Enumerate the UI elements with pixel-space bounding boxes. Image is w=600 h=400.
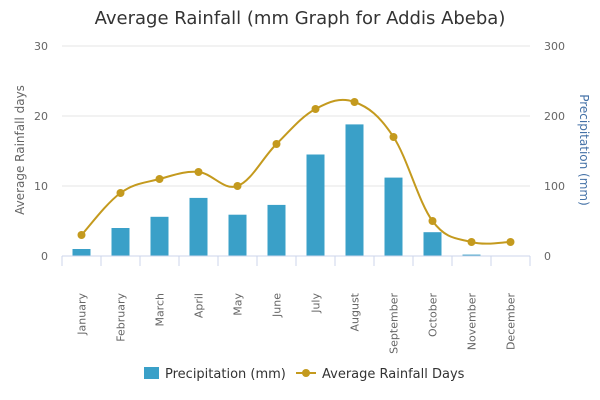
precipitation-bar[interactable] bbox=[462, 254, 481, 256]
y-left-tick-label: 20 bbox=[34, 110, 48, 123]
rainfall-days-line bbox=[77, 98, 515, 246]
y-axis-right: 0 100 200 300 bbox=[544, 40, 565, 263]
x-tick-label: February bbox=[115, 293, 128, 342]
x-tick-label: June bbox=[271, 293, 284, 318]
y-right-tick-label: 200 bbox=[544, 110, 565, 123]
precipitation-bar[interactable] bbox=[267, 204, 286, 256]
rainfall-days-point[interactable] bbox=[77, 231, 86, 239]
legend-precipitation-swatch[interactable] bbox=[144, 367, 159, 379]
rainfall-days-point[interactable] bbox=[389, 133, 398, 141]
rainfall-days-point[interactable] bbox=[467, 238, 476, 246]
legend-rainfall-days-swatch-marker[interactable] bbox=[302, 369, 310, 377]
x-tick-label: August bbox=[349, 292, 362, 331]
y-left-tick-label: 10 bbox=[34, 180, 48, 193]
y-axis-left-label: Average Rainfall days bbox=[13, 85, 27, 215]
rainfall-days-point[interactable] bbox=[350, 98, 359, 106]
x-tick-label: July bbox=[310, 293, 323, 314]
precipitation-bars bbox=[72, 124, 481, 257]
rainfall-days-point[interactable] bbox=[155, 175, 164, 183]
precipitation-bar[interactable] bbox=[306, 154, 325, 257]
rainfall-days-point[interactable] bbox=[311, 105, 320, 113]
x-tick-label: April bbox=[193, 293, 206, 318]
x-tick-label: September bbox=[388, 293, 401, 354]
rainfall-days-point[interactable] bbox=[428, 217, 437, 225]
legend-rainfall-days-label[interactable]: Average Rainfall Days bbox=[322, 367, 465, 382]
y-left-tick-label: 0 bbox=[41, 250, 48, 263]
precipitation-bar[interactable] bbox=[111, 228, 130, 256]
legend: Precipitation (mm) Average Rainfall Days bbox=[144, 367, 465, 382]
precipitation-bar[interactable] bbox=[189, 197, 208, 256]
x-tick-label: October bbox=[427, 293, 440, 337]
precipitation-bar[interactable] bbox=[228, 214, 247, 256]
precipitation-bar[interactable] bbox=[72, 249, 91, 256]
x-axis: January February March April May June July Augu… bbox=[61, 255, 531, 354]
rainfall-days-point[interactable] bbox=[194, 168, 203, 176]
x-tick-label: March bbox=[154, 293, 167, 327]
rainfall-days-point[interactable] bbox=[272, 140, 281, 148]
x-tick-label: November bbox=[466, 293, 479, 351]
rainfall-days-point[interactable] bbox=[116, 189, 125, 197]
precipitation-bar[interactable] bbox=[345, 124, 364, 257]
gridlines bbox=[62, 45, 530, 187]
x-tick-label: December bbox=[505, 293, 518, 351]
y-axis-left: 0 10 20 30 bbox=[34, 40, 48, 263]
rainfall-days-point[interactable] bbox=[506, 238, 515, 246]
chart-title: Average Rainfall (mm Graph for Addis Abe… bbox=[95, 8, 506, 29]
y-axis-right-label: Precipitation (mm) bbox=[577, 94, 591, 206]
y-right-tick-label: 300 bbox=[544, 40, 565, 53]
y-right-tick-label: 100 bbox=[544, 180, 565, 193]
x-tick-label: May bbox=[232, 293, 245, 316]
precipitation-bar[interactable] bbox=[150, 216, 169, 256]
y-left-tick-label: 30 bbox=[34, 40, 48, 53]
precipitation-bar[interactable] bbox=[384, 177, 403, 256]
rainfall-days-line-path bbox=[80, 98, 511, 245]
y-right-tick-label: 0 bbox=[544, 250, 551, 263]
x-tick-label: January bbox=[76, 293, 89, 336]
legend-precipitation-label[interactable]: Precipitation (mm) bbox=[165, 367, 286, 382]
precipitation-bar[interactable] bbox=[423, 232, 442, 256]
rainfall-days-point[interactable] bbox=[233, 182, 242, 190]
